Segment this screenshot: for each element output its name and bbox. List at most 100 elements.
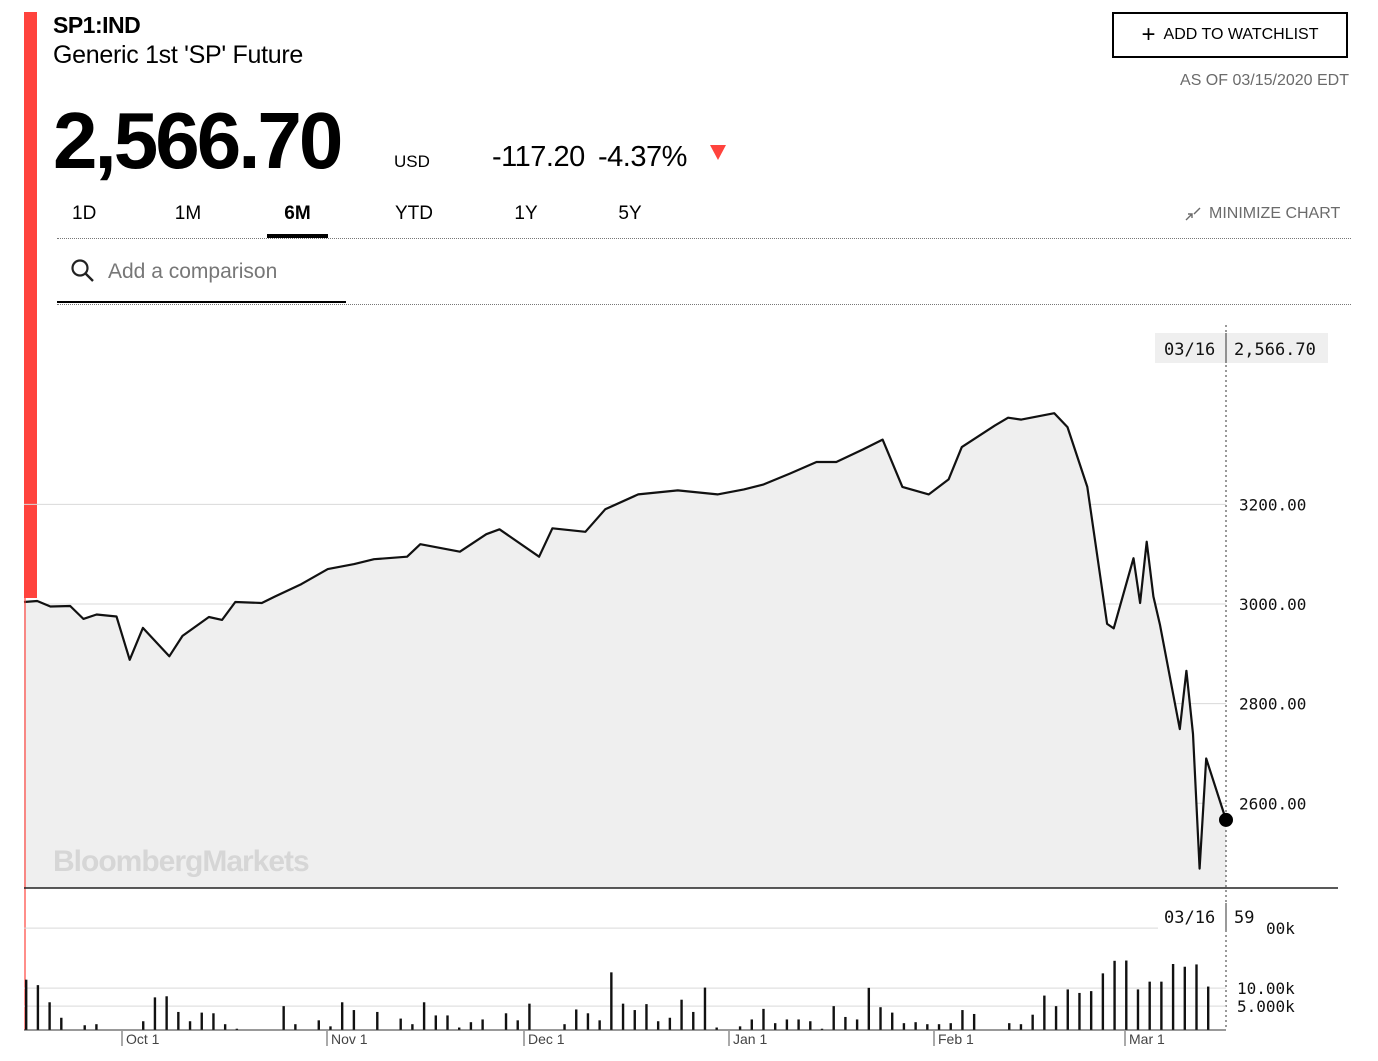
volume-bar bbox=[785, 1019, 789, 1030]
x-axis-label: Dec 1 bbox=[528, 1031, 565, 1047]
volume-tooltip-date: 03/16 bbox=[1164, 908, 1215, 928]
volume-bar bbox=[1066, 989, 1069, 1030]
volume-bar bbox=[1089, 991, 1093, 1030]
volume-bar bbox=[223, 1024, 227, 1030]
price-axis-label: 3200.00 bbox=[1239, 495, 1306, 514]
volume-bar bbox=[1171, 964, 1175, 1030]
accent-bar bbox=[24, 12, 37, 598]
volume-bar bbox=[972, 1013, 976, 1030]
ticker-symbol: SP1:IND bbox=[53, 12, 141, 38]
volume-bar bbox=[1183, 966, 1186, 1030]
volume-bar bbox=[914, 1022, 917, 1030]
volume-bar bbox=[621, 1003, 625, 1030]
volume-bar bbox=[797, 1019, 800, 1030]
volume-bar bbox=[692, 1011, 695, 1030]
tab-6m[interactable]: 6M bbox=[284, 203, 311, 224]
volume-bar bbox=[844, 1016, 847, 1030]
volume-bar bbox=[294, 1024, 297, 1030]
last-price-marker bbox=[1219, 812, 1233, 827]
tab-1y[interactable]: 1Y bbox=[514, 203, 538, 224]
tab-ytd[interactable]: YTD bbox=[395, 203, 433, 224]
volume-bar bbox=[516, 1020, 519, 1030]
minimize-chart-button[interactable]: MINIMIZE CHART bbox=[1183, 205, 1340, 223]
volume-axis-label: 10.00k bbox=[1237, 979, 1295, 998]
volume-bar bbox=[1031, 1014, 1034, 1030]
volume-bar bbox=[422, 1002, 426, 1030]
volume-bar bbox=[481, 1019, 484, 1030]
price-value: 2,566.70 bbox=[53, 96, 343, 185]
active-tab-indicator bbox=[267, 234, 328, 238]
volume-bar bbox=[340, 1002, 344, 1030]
currency-label: USD bbox=[394, 152, 430, 171]
volume-tooltip-box bbox=[1158, 903, 1260, 931]
volume-bar bbox=[586, 1013, 590, 1030]
volume-bar bbox=[656, 1021, 660, 1030]
volume-bar bbox=[1125, 960, 1128, 1030]
search-divider bbox=[57, 304, 1351, 305]
x-axis-label: Mar 1 bbox=[1129, 1031, 1165, 1047]
price-tooltip-value: 2,566.70 bbox=[1234, 340, 1316, 360]
price-line bbox=[23, 412, 1228, 870]
security-name: Generic 1st 'SP' Future bbox=[53, 41, 303, 69]
volume-bar bbox=[177, 1011, 180, 1030]
volume-bar bbox=[1054, 1006, 1058, 1030]
volume-bar bbox=[528, 1003, 531, 1030]
plus-icon: + bbox=[1141, 21, 1156, 48]
volume-bar bbox=[399, 1018, 402, 1030]
volume-bar bbox=[446, 1015, 449, 1030]
price-axis-label: 2800.00 bbox=[1239, 695, 1306, 714]
volume-bar bbox=[891, 1012, 894, 1030]
tab-1m[interactable]: 1M bbox=[174, 203, 202, 224]
comparison-search-input[interactable] bbox=[108, 257, 344, 287]
volume-bar bbox=[715, 1027, 718, 1030]
volume-bar bbox=[867, 987, 871, 1030]
price-change-percent: -4.37% bbox=[598, 141, 687, 173]
price-axis-label: 2600.00 bbox=[1239, 794, 1306, 813]
volume-bar bbox=[1148, 981, 1151, 1030]
tab-1d[interactable]: 1D bbox=[72, 203, 97, 224]
volume-bar bbox=[60, 1017, 63, 1030]
volume-bar bbox=[469, 1022, 473, 1030]
volume-tooltip-value: 59 bbox=[1234, 908, 1254, 928]
volume-bar bbox=[610, 972, 613, 1030]
volume-bar bbox=[352, 1010, 356, 1030]
volume-bar bbox=[1160, 981, 1163, 1030]
add-to-watchlist-button[interactable]: + ADD TO WATCHLIST bbox=[1112, 12, 1348, 58]
volume-bar bbox=[434, 1015, 438, 1030]
search-underline bbox=[57, 301, 346, 303]
volume-bar bbox=[1136, 989, 1140, 1030]
volume-bar bbox=[809, 1021, 812, 1030]
volume-bar bbox=[1207, 986, 1210, 1030]
volume-bar bbox=[153, 997, 157, 1030]
as-of-timestamp: AS OF 03/15/2020 EDT bbox=[1180, 72, 1349, 89]
volume-bar bbox=[563, 1024, 566, 1030]
volume-bar bbox=[1101, 973, 1105, 1030]
volume-bar bbox=[961, 1010, 964, 1030]
watchlist-label: ADD TO WATCHLIST bbox=[1163, 26, 1319, 43]
volume-bar bbox=[1078, 992, 1081, 1030]
volume-bar bbox=[212, 1013, 215, 1030]
volume-bar bbox=[165, 996, 168, 1030]
volume-bar bbox=[680, 999, 683, 1030]
minimize-chart-label: MINIMIZE CHART bbox=[1209, 205, 1341, 222]
x-axis-label: Nov 1 bbox=[331, 1031, 368, 1047]
volume-bar bbox=[820, 1028, 824, 1030]
search-icon bbox=[71, 259, 94, 282]
volume-bar bbox=[1113, 960, 1116, 1030]
tab-5y[interactable]: 5Y bbox=[618, 203, 642, 224]
bloomberg-markets-watermark: BloombergMarkets bbox=[53, 845, 310, 878]
volume-axis-label: 5.000k bbox=[1237, 997, 1295, 1016]
volume-bar bbox=[902, 1023, 906, 1030]
x-axis-label: Jan 1 bbox=[733, 1031, 767, 1047]
volume-bar bbox=[703, 987, 707, 1030]
volume-bar bbox=[36, 985, 40, 1030]
volume-bar bbox=[458, 1027, 461, 1030]
volume-bar bbox=[598, 1020, 601, 1030]
volume-bar bbox=[25, 979, 28, 1030]
volume-bar bbox=[832, 1006, 835, 1030]
volume-bar bbox=[235, 1028, 239, 1030]
volume-bar bbox=[48, 1002, 51, 1030]
price-axis-label: 3000.00 bbox=[1239, 595, 1306, 614]
price-tooltip-box bbox=[1155, 333, 1328, 363]
